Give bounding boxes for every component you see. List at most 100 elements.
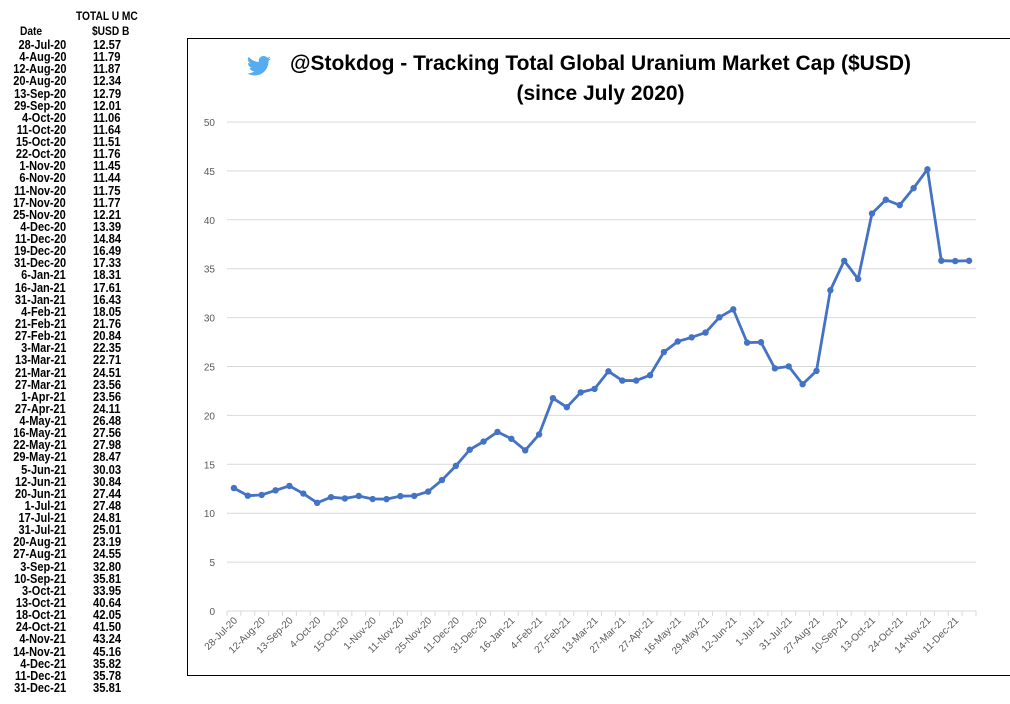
y-tick-label: 40 <box>204 216 216 227</box>
table-row: 12-Aug-20 11.87 <box>0 62 150 77</box>
data-point <box>757 339 765 346</box>
row-date: 11-Dec-21 <box>14 668 66 683</box>
row-date: 3-Oct-21 <box>21 583 66 598</box>
data-point <box>813 367 820 375</box>
row-date: 11-Nov-20 <box>14 183 66 198</box>
table-row: 4-Dec-20 13.39 <box>0 221 150 234</box>
row-value: 12.57 <box>93 38 122 52</box>
row-date: 12-Jun-21 <box>14 474 66 489</box>
data-point <box>619 377 626 384</box>
row-value: 33.95 <box>93 583 122 598</box>
data-point <box>494 428 501 436</box>
row-value: 18.31 <box>93 268 122 283</box>
row-date: 14-Nov-21 <box>13 644 66 659</box>
table-row: 20-Aug-21 23.19 <box>0 535 150 550</box>
table-row: 21-Mar-21 24.51 <box>0 366 150 379</box>
table-row: 27-Aug-21 24.55 <box>0 547 150 562</box>
data-point <box>924 166 931 173</box>
twitter-bird-icon <box>247 56 271 76</box>
row-value: 12.21 <box>93 207 122 222</box>
row-value: 20.84 <box>93 329 122 344</box>
table-row: 17-Nov-20 11.77 <box>0 195 150 210</box>
data-point <box>868 210 876 217</box>
row-value: 27.56 <box>93 426 122 441</box>
row-date: 17-Jul-21 <box>18 511 66 526</box>
row-value: 24.55 <box>93 547 122 562</box>
data-point <box>854 275 862 283</box>
row-value: 11.77 <box>93 195 121 210</box>
data-point <box>286 482 293 490</box>
data-point <box>938 257 945 264</box>
row-value: 41.50 <box>93 620 122 635</box>
data-point <box>549 394 557 402</box>
data-point <box>480 438 487 445</box>
data-point <box>577 389 584 396</box>
data-point <box>397 492 404 500</box>
row-date: 4-Feb-21 <box>20 304 66 319</box>
row-date: 29-Sep-20 <box>14 98 66 113</box>
row-date: 25-Nov-20 <box>13 207 66 222</box>
row-date: 1-Nov-20 <box>19 159 66 174</box>
row-value: 23.56 <box>93 377 122 392</box>
row-value: 27.44 <box>93 486 122 501</box>
row-value: 16.49 <box>93 244 122 259</box>
row-value: 11.44 <box>93 171 121 186</box>
table-row: 4-Feb-21 18.05 <box>0 304 150 319</box>
row-value: 11.45 <box>93 159 121 174</box>
row-value: 12.79 <box>93 86 122 101</box>
data-point <box>702 329 709 336</box>
table-row: 4-Dec-21 35.82 <box>0 656 150 671</box>
data-point <box>411 492 418 500</box>
row-date: 13-Mar-21 <box>14 353 66 368</box>
row-date: 18-Oct-21 <box>15 608 66 623</box>
row-value: 17.61 <box>93 280 122 295</box>
table-row: 24-Oct-21 41.50 <box>0 620 150 635</box>
row-value: 23.19 <box>93 535 122 550</box>
row-value: 43.24 <box>93 632 122 647</box>
table-row: 31-Jul-21 25.01 <box>0 523 150 538</box>
row-date: 31-Dec-21 <box>14 680 66 695</box>
row-date: 19-Dec-20 <box>14 244 66 259</box>
table-row: 4-Aug-20 11.79 <box>0 51 150 64</box>
row-date: 20-Aug-21 <box>12 535 66 550</box>
table-row: 25-Nov-20 12.21 <box>0 207 150 222</box>
data-point <box>882 196 890 203</box>
table-row: 16-May-21 27.56 <box>0 426 150 441</box>
table-row: 11-Dec-21 35.78 <box>0 668 150 683</box>
row-value: 26.48 <box>93 414 122 429</box>
table-row: 11-Nov-20 11.75 <box>0 183 150 198</box>
data-point <box>424 488 432 495</box>
row-date: 4-Nov-21 <box>19 632 66 647</box>
row-date: 1-Jul-21 <box>24 498 66 513</box>
row-date: 22-May-21 <box>12 438 66 453</box>
table-row: 31-Dec-20 17.33 <box>0 257 150 270</box>
row-value: 22.71 <box>93 353 122 368</box>
data-point <box>951 257 959 265</box>
table-row: 6-Jan-21 18.31 <box>0 268 150 283</box>
data-point <box>230 484 238 492</box>
data-point <box>438 476 446 484</box>
table-row: 20-Jun-21 27.44 <box>0 486 150 501</box>
data-point <box>965 257 973 264</box>
table-row: 19-Dec-20 16.49 <box>0 244 150 259</box>
row-date: 31-Jul-21 <box>18 523 66 538</box>
data-point <box>244 492 252 499</box>
table-row: 20-Aug-20 12.34 <box>0 75 150 88</box>
data-point <box>466 446 473 453</box>
y-tick-label: 45 <box>204 167 216 178</box>
table-row: 11-Oct-20 11.64 <box>0 124 150 137</box>
table-row: 29-May-21 28.47 <box>0 451 150 464</box>
data-point <box>508 435 515 442</box>
data-point <box>272 487 279 494</box>
y-tick-label: 0 <box>209 607 215 618</box>
row-value: 25.01 <box>93 523 122 538</box>
table-row: 12-Jun-21 30.84 <box>0 474 150 489</box>
row-value: 18.05 <box>93 304 122 319</box>
row-date: 28-Jul-20 <box>18 38 66 52</box>
data-point <box>771 365 779 372</box>
data-point <box>688 334 695 341</box>
row-date: 12-Aug-20 <box>12 62 66 77</box>
data-point <box>313 499 321 507</box>
row-value: 35.81 <box>93 680 122 695</box>
row-date: 4-Dec-21 <box>20 656 66 671</box>
